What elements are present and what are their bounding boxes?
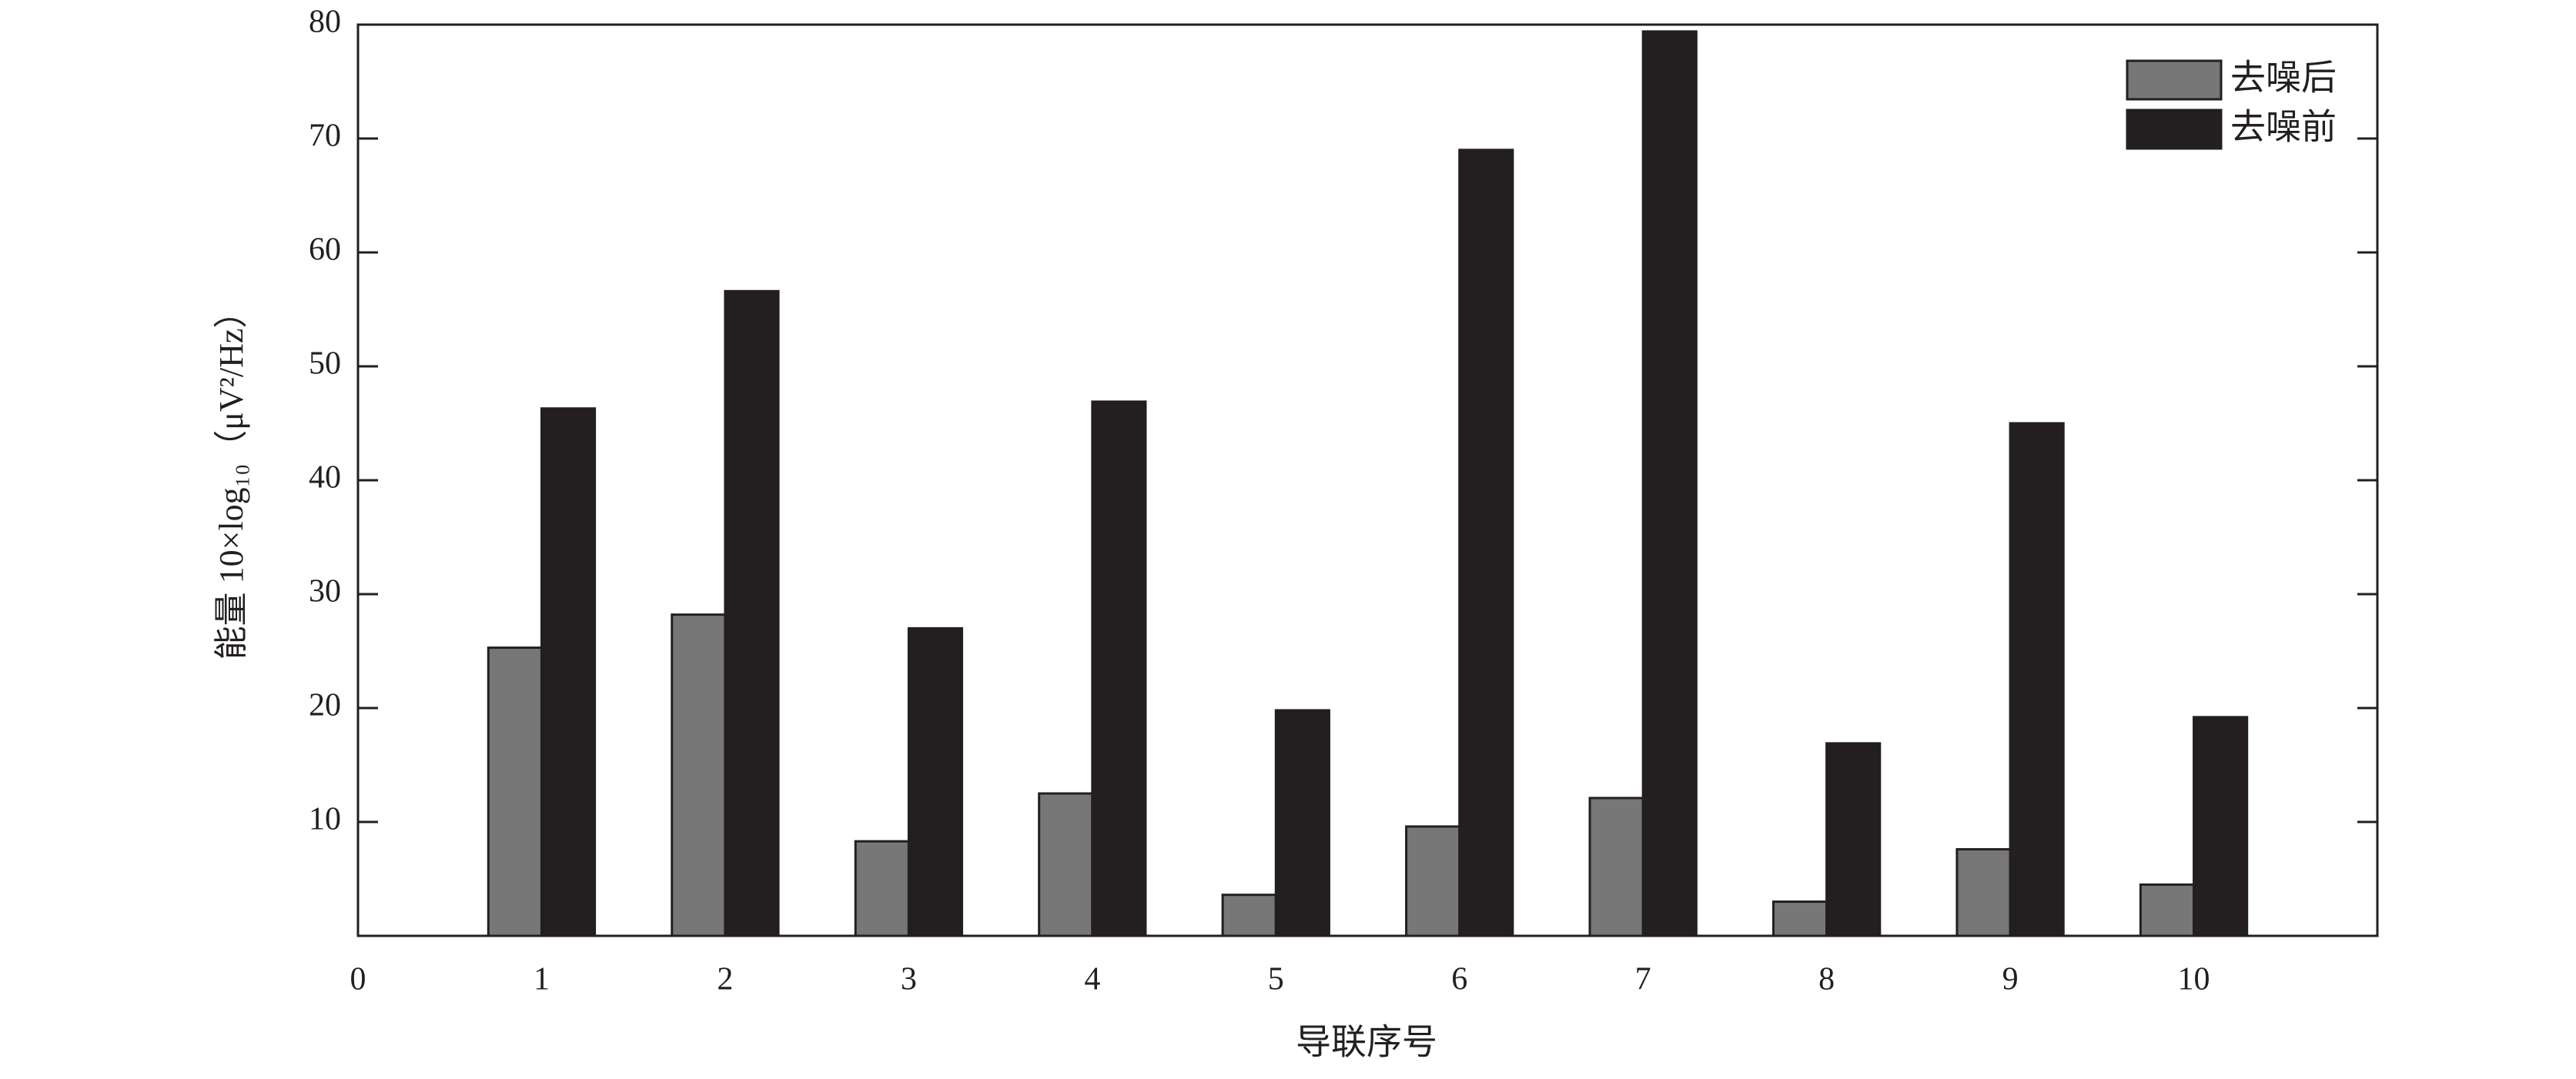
bar bbox=[1038, 792, 1094, 937]
plot-frame bbox=[356, 23, 2379, 937]
bar bbox=[1405, 825, 1461, 937]
bar bbox=[724, 289, 780, 937]
x-tick-label: 2 bbox=[717, 962, 733, 997]
x-tick-label: 10 bbox=[2178, 962, 2210, 997]
bar bbox=[671, 613, 727, 937]
bar bbox=[487, 646, 543, 937]
bar bbox=[1641, 30, 1698, 937]
bar bbox=[854, 840, 910, 937]
y-tick-label: 50 bbox=[309, 346, 341, 382]
x-tick-label: 9 bbox=[2002, 962, 2019, 997]
bar bbox=[907, 626, 964, 937]
y-tick-label: 70 bbox=[309, 119, 341, 154]
y-tick-label: 20 bbox=[309, 688, 341, 723]
bar bbox=[1274, 709, 1330, 937]
bar bbox=[1588, 797, 1644, 937]
x-tick-label: 8 bbox=[1818, 962, 1835, 997]
legend-swatch bbox=[2126, 109, 2223, 150]
bar bbox=[1771, 900, 1828, 937]
bar bbox=[1458, 149, 1514, 937]
x-tick-label: 4 bbox=[1084, 962, 1100, 997]
x-axis-label: 导联序号 bbox=[1296, 1023, 1437, 1062]
bar bbox=[1955, 848, 2012, 937]
bar bbox=[1221, 894, 1277, 937]
bar bbox=[540, 407, 597, 937]
x-tick-label: 6 bbox=[1451, 962, 1467, 997]
bar bbox=[2009, 422, 2065, 937]
bar bbox=[2139, 883, 2196, 937]
legend-swatch bbox=[2126, 59, 2223, 101]
legend-label: 去噪后 bbox=[2230, 58, 2337, 98]
legend-label: 去噪前 bbox=[2230, 108, 2337, 147]
x-tick-label: 3 bbox=[901, 962, 917, 997]
bar bbox=[2193, 716, 2249, 937]
x-tick-label: 1 bbox=[534, 962, 550, 997]
x-tick-label: 7 bbox=[1635, 962, 1651, 997]
y-tick-label: 30 bbox=[309, 574, 341, 610]
y-tick-label: 60 bbox=[309, 232, 341, 268]
x-tick-label: 0 bbox=[350, 962, 366, 997]
bar bbox=[1091, 400, 1147, 937]
y-tick-label: 10 bbox=[309, 802, 341, 837]
y-tick-label: 40 bbox=[309, 460, 341, 496]
x-tick-label: 5 bbox=[1268, 962, 1284, 997]
y-axis-label: 能量 10×log₁₀（μV²/Hz） bbox=[212, 295, 250, 660]
y-tick-label: 80 bbox=[309, 5, 341, 40]
bar bbox=[1825, 742, 1882, 937]
